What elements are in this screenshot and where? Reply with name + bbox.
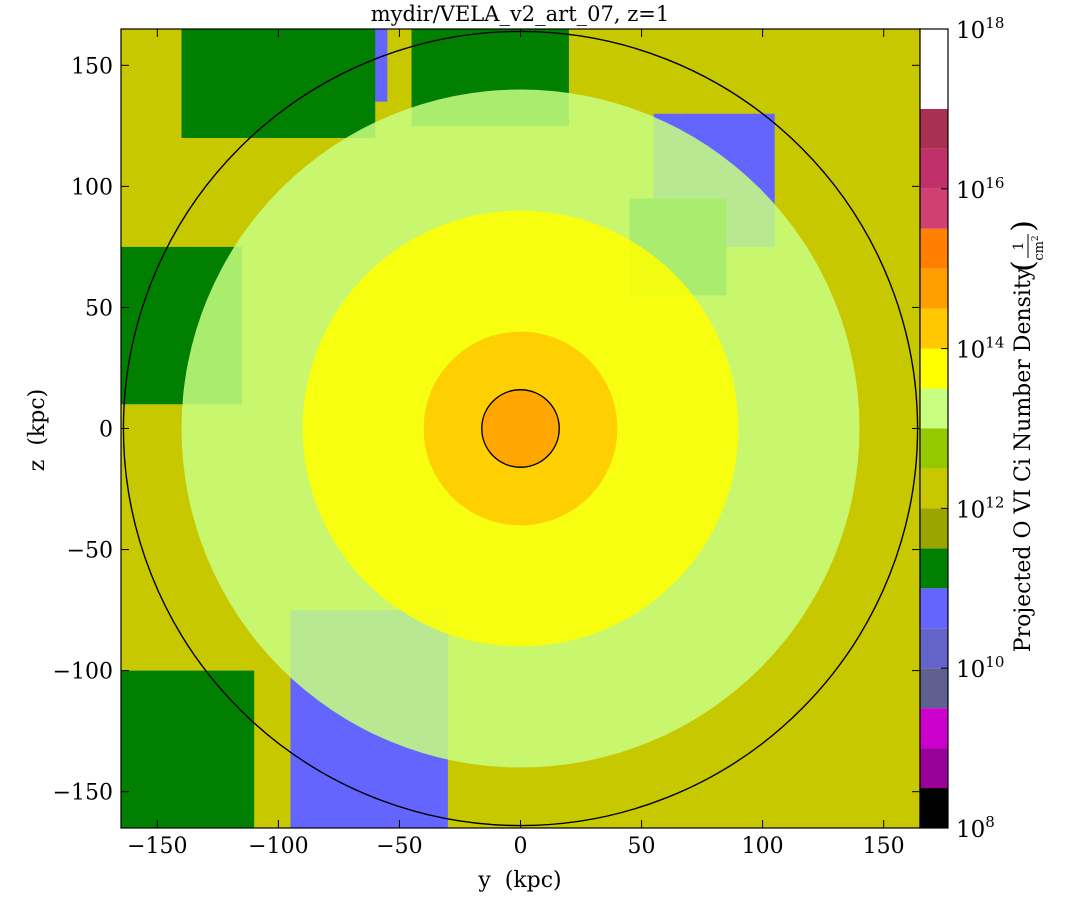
colorbar-segment — [920, 708, 948, 749]
colorbar-unit-paren-right: ) — [1006, 220, 1041, 232]
colorbar-tick-label: 1014 — [956, 334, 1004, 364]
colorbar-tick-base: 10 — [956, 657, 985, 683]
colorbar-segment — [920, 468, 948, 509]
colorbar-tick-exponent: 16 — [985, 174, 1004, 192]
colorbar-segment — [920, 228, 948, 269]
colorbar-tick-base: 10 — [956, 178, 985, 204]
colorbar-tick-exponent: 18 — [985, 14, 1004, 32]
density-patch-6 — [181, 29, 376, 138]
colorbar-tick-label: 1010 — [956, 653, 1004, 683]
y-tick-label: −150 — [53, 781, 113, 806]
colorbar-unit-denominator-base: cm — [1032, 241, 1047, 261]
colorbar-unit-numerator: 1 — [1011, 242, 1027, 251]
radial-density-levels — [181, 89, 860, 768]
colorbar-tick-label: 1016 — [956, 174, 1004, 204]
density-patch-4 — [121, 670, 255, 828]
colorbar-tick-base: 10 — [956, 497, 985, 523]
colorbar-segment — [920, 508, 948, 549]
x-tick-label: −100 — [248, 834, 308, 859]
colorbar-segment — [920, 348, 948, 389]
y-tick-label: 150 — [71, 54, 113, 79]
colorbar-segment — [920, 148, 948, 189]
colorbar-tick-label: 1012 — [956, 493, 1004, 523]
y-tick-label: 0 — [99, 418, 113, 443]
colorbar-unit-paren-left: ( — [1006, 260, 1041, 272]
colorbar-label: Projected O VI Ci Number Density — [1011, 267, 1036, 652]
colorbar-segment — [920, 308, 948, 349]
radius-circle-0 — [481, 389, 560, 468]
x-tick-label: 100 — [742, 834, 784, 859]
colorbar-segment — [920, 628, 948, 669]
colorbar-tick-exponent: 14 — [985, 334, 1004, 352]
colorbar-segment — [920, 29, 948, 69]
colorbar-segment — [920, 548, 948, 589]
colorbar-segment — [920, 788, 948, 828]
colorbar-tick-exponent: 10 — [985, 653, 1004, 671]
x-tick-label: 0 — [514, 834, 528, 859]
colorbar-segment — [920, 748, 948, 789]
x-tick-label: −150 — [127, 834, 187, 859]
colorbar-tick-label: 108 — [956, 813, 995, 843]
colorbar-tick-exponent: 8 — [985, 813, 995, 831]
colorbar-tick-base: 10 — [956, 338, 985, 364]
colorbar-tick-label: 1018 — [956, 14, 1004, 44]
x-tick-label: −50 — [376, 834, 422, 859]
colorbar-unit-denominator-exponent: 2 — [1031, 235, 1041, 241]
colorbar-segment — [920, 108, 948, 149]
colorbar-segment — [920, 68, 948, 109]
colorbar-segment — [920, 588, 948, 629]
colorbar-frame — [919, 28, 949, 829]
y-tick-label: 50 — [85, 296, 113, 321]
colorbar-tick-exponent: 12 — [985, 493, 1004, 511]
x-tick-label: 150 — [863, 834, 905, 859]
x-axis-label: y (kpc) — [477, 868, 561, 893]
colorbar-unit-denominator: cm2 — [1031, 235, 1047, 260]
colorbar-unit: ( 1 cm2 ) — [1006, 220, 1047, 272]
y-tick-label: −100 — [53, 660, 113, 685]
y-tick-label: 100 — [71, 175, 113, 200]
colorbar-segment — [920, 388, 948, 429]
colorbar-tick-base: 10 — [956, 18, 985, 44]
x-axis: −150 −100 −50 0 50 100 150 — [127, 29, 905, 859]
colorbar-segment — [920, 268, 948, 309]
heatmap-plot-area — [120, 28, 921, 829]
colorbar-segment — [920, 428, 948, 469]
y-axis: −150 −100 −50 0 50 100 150 — [53, 54, 920, 806]
density-region-core — [481, 389, 560, 468]
colorbar-tick-base: 10 — [956, 817, 985, 843]
chart-title: mydir/VELA_v2_art_07, z=1 — [371, 2, 669, 26]
x-tick-label: 50 — [628, 834, 656, 859]
colorbar — [919, 28, 949, 829]
colorbar-segment — [920, 188, 948, 229]
y-tick-label: −50 — [67, 539, 113, 564]
colorbar-label-group: Projected O VI Ci Number Density ( 1 cm2… — [1006, 220, 1047, 652]
colorbar-segment — [920, 668, 948, 709]
y-axis-label: z (kpc) — [25, 389, 50, 471]
